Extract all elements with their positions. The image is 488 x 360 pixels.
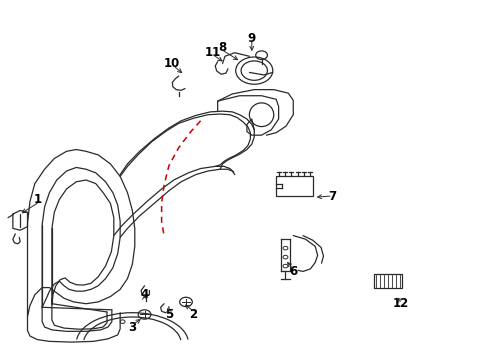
Text: 6: 6 bbox=[288, 265, 297, 278]
Text: 9: 9 bbox=[247, 32, 255, 45]
Text: 10: 10 bbox=[163, 57, 179, 70]
Text: 1: 1 bbox=[33, 193, 41, 206]
Text: 7: 7 bbox=[327, 190, 336, 203]
Text: 4: 4 bbox=[140, 288, 148, 301]
Text: 2: 2 bbox=[189, 308, 197, 321]
Text: 3: 3 bbox=[128, 320, 136, 333]
Text: 8: 8 bbox=[218, 41, 226, 54]
Text: 11: 11 bbox=[204, 46, 221, 59]
Text: 12: 12 bbox=[391, 297, 408, 310]
Text: 5: 5 bbox=[164, 308, 173, 321]
